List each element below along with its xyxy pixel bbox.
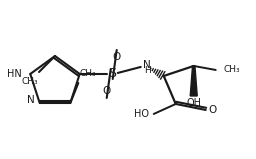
Text: O: O	[103, 86, 111, 96]
Text: S: S	[108, 67, 116, 80]
Text: CH₃: CH₃	[21, 77, 38, 86]
Text: CH₃: CH₃	[224, 66, 240, 74]
Text: HO: HO	[134, 109, 149, 119]
Text: HN: HN	[6, 69, 21, 79]
Text: O: O	[209, 105, 217, 115]
Polygon shape	[190, 66, 197, 96]
Text: H: H	[144, 66, 151, 76]
Text: N: N	[27, 95, 35, 105]
Text: OH: OH	[186, 98, 201, 108]
Text: O: O	[113, 52, 121, 62]
Text: N: N	[143, 60, 151, 70]
Text: CH₃: CH₃	[79, 69, 96, 78]
